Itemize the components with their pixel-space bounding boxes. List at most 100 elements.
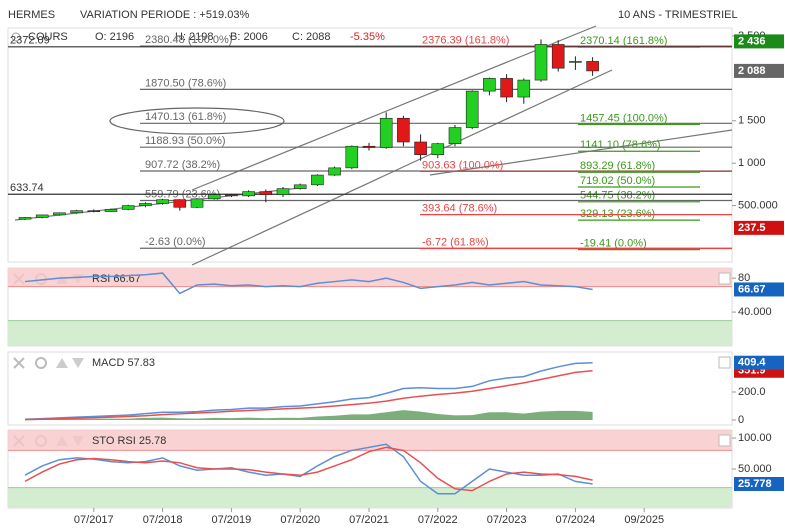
candle-body — [259, 191, 273, 195]
candle-body — [139, 203, 152, 206]
price-box-label: 66.67 — [738, 283, 766, 295]
candle-body — [35, 214, 49, 218]
candle-body — [500, 78, 513, 98]
indicator-title: STO RSI 25.78 — [92, 435, 166, 447]
panel-checkbox[interactable] — [718, 272, 731, 285]
x-tick-label: 07/2024 — [556, 514, 596, 526]
fib-label: 1188.93 (50.0%) — [145, 135, 226, 147]
candle-body — [534, 44, 548, 81]
panel-checkbox[interactable] — [718, 356, 731, 369]
candle-body — [121, 205, 135, 210]
level-label: 633.74 — [10, 182, 44, 194]
fib-label: 1870.50 (78.6%) — [145, 77, 226, 89]
candle-body — [173, 199, 187, 208]
candle-body — [362, 145, 376, 148]
price-box-label: 237.5 — [738, 222, 766, 234]
x-tick-label: 07/2020 — [280, 514, 320, 526]
settings-icon[interactable] — [35, 357, 47, 369]
change-info: -5.35% — [350, 31, 385, 43]
main-panel — [7, 27, 733, 263]
x-tick-label: 07/2018 — [143, 514, 183, 526]
y-tick-label: 50.000 — [738, 463, 772, 475]
oversold-zone — [8, 487, 732, 508]
candle-body — [87, 210, 101, 212]
fib-label: 1470.13 (61.8%) — [145, 111, 226, 123]
price-box — [734, 34, 784, 49]
candle-body — [465, 90, 479, 128]
candle-body — [328, 167, 341, 176]
candle-body — [431, 143, 445, 156]
fib-label: 2376.39 (161.8%) — [422, 34, 509, 46]
candle-body — [156, 199, 169, 204]
y-tick-label: 1 000 — [738, 157, 766, 169]
candle-body — [104, 209, 118, 212]
close-info: C: 2088 — [292, 31, 331, 43]
x-tick-label: 07/2019 — [212, 514, 252, 526]
close-icon[interactable] — [13, 357, 25, 369]
fib-label: 544.75 (38.2%) — [580, 190, 655, 202]
y-tick-label: 1 500 — [738, 115, 766, 127]
candle-body — [569, 61, 582, 63]
fib-label: 907.72 (38.2%) — [145, 159, 220, 171]
candle-body — [379, 117, 393, 148]
highlight-ellipse — [109, 107, 285, 135]
x-tick-label: 07/2021 — [349, 514, 389, 526]
down-icon[interactable] — [72, 358, 84, 368]
indicator-line — [24, 443, 593, 495]
y-tick-label: 500.000 — [738, 200, 778, 212]
candle-body — [448, 127, 462, 144]
candle-body — [207, 194, 221, 200]
fib-label: 1457.45 (100.0%) — [580, 112, 667, 124]
price-box — [734, 355, 784, 370]
x-tick-label: 07/2022 — [418, 514, 458, 526]
fib-label: -2.63 (0.0%) — [145, 236, 206, 248]
fib-label: 2380.48 (100.0%) — [145, 34, 232, 46]
high-info: H: 2198 — [175, 31, 214, 43]
panel-checkbox[interactable] — [718, 434, 731, 447]
candle-body — [311, 174, 324, 186]
x-tick-label: 07/2017 — [74, 514, 114, 526]
y-tick-label: 200.0 — [738, 386, 766, 398]
candle-body — [242, 191, 255, 197]
price-box-label: 25.778 — [738, 478, 772, 490]
open-info: O: 2196 — [95, 31, 134, 43]
indicator-title: MACD 57.83 — [92, 357, 155, 369]
variation: VARIATION PERIODE : +519.03% — [80, 9, 249, 21]
candle-body — [70, 210, 83, 214]
candle-body — [397, 117, 410, 143]
cours-label: COURS — [28, 31, 68, 43]
candle-body — [276, 188, 290, 195]
indicator-line — [24, 361, 593, 421]
candle-body — [345, 145, 359, 169]
candle-body — [551, 44, 565, 69]
indicator-line — [24, 446, 593, 492]
y-tick-label: 0 — [738, 414, 744, 426]
level-label: 2372.09 — [10, 35, 50, 47]
price-box — [734, 282, 784, 297]
fib-label: 393.64 (78.6%) — [422, 203, 497, 215]
price-box — [734, 63, 784, 78]
y-tick-label: 40.000 — [738, 306, 772, 318]
cours-icon[interactable] — [11, 32, 21, 42]
candle-body — [190, 198, 204, 208]
indicator-line — [24, 272, 593, 295]
macd-panel — [7, 351, 733, 426]
fib-label: -6.72 (61.8%) — [422, 236, 489, 248]
period: 10 ANS - TRIMESTRIEL — [618, 9, 738, 21]
fib-label: 2370.14 (161.8%) — [580, 35, 667, 47]
up-icon[interactable] — [56, 358, 68, 368]
x-tick-label: 09/2025 — [624, 514, 664, 526]
candle-body — [414, 141, 427, 156]
candle-body — [586, 61, 599, 72]
histogram-area — [25, 410, 593, 420]
candle-body — [18, 217, 32, 220]
price-box — [734, 476, 784, 491]
fib-label: -19.41 (0.0%) — [580, 238, 647, 250]
overbought-zone — [8, 268, 732, 287]
candle-body — [225, 194, 238, 197]
overbought-zone — [8, 430, 732, 451]
stock-name: HERMES — [8, 9, 55, 21]
fib-label: 1141.10 (78.6%) — [580, 139, 661, 151]
price-box-label: 2 436 — [738, 35, 766, 47]
